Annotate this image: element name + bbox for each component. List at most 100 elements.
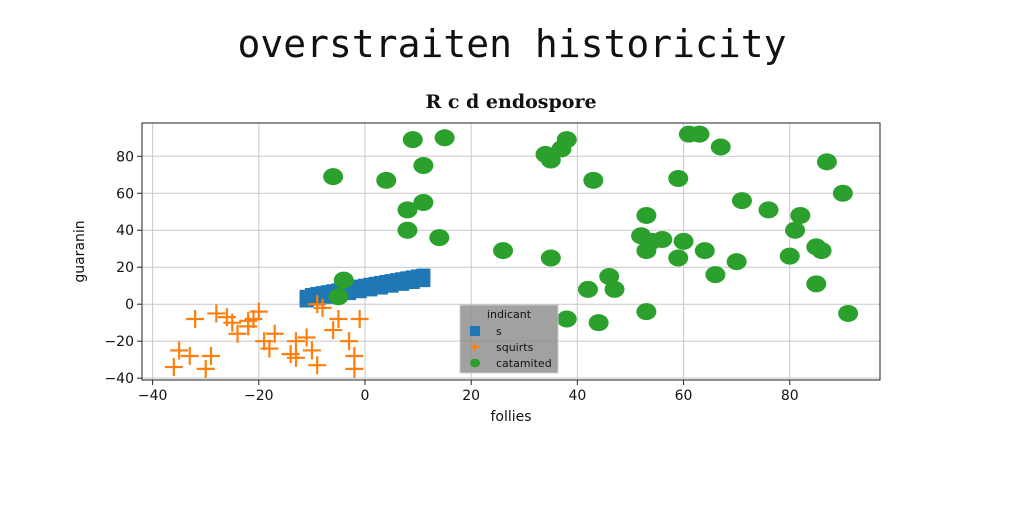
series-squirts-point <box>324 321 343 340</box>
series-squirts-point <box>186 309 205 328</box>
series-catamited-point <box>328 288 349 306</box>
series-catamited-point <box>785 221 806 239</box>
series-catamited-point <box>556 310 577 328</box>
series-catamited-point <box>577 280 598 298</box>
series-s-point <box>395 276 410 291</box>
series-squirts-point <box>170 341 189 360</box>
series-squirts-point <box>207 304 226 323</box>
series-catamited-point <box>376 171 397 189</box>
series-s-point <box>363 282 378 297</box>
series-catamited-point <box>668 249 689 267</box>
series-catamited-point <box>806 275 827 293</box>
series-squirts-point <box>345 359 364 378</box>
y-axis-label: guaranin <box>72 220 88 282</box>
series-squirts-point <box>223 313 242 332</box>
series-squirts-point <box>313 298 332 317</box>
series-squirts-point <box>286 348 305 367</box>
series-s-point <box>470 326 480 336</box>
series-catamited-point <box>397 221 418 239</box>
series-catamited-point <box>689 125 710 143</box>
series-s-point <box>405 275 420 290</box>
series-squirts-point <box>302 341 321 360</box>
y-tick-label: 40 <box>116 223 134 239</box>
series-s-point <box>384 278 399 293</box>
x-tick-label: 20 <box>462 388 480 404</box>
x-axis-label: follies <box>490 409 531 425</box>
legend-title: indicant <box>487 308 532 321</box>
x-tick-label: 0 <box>361 388 370 404</box>
legend-entry-label: squirts <box>496 341 534 354</box>
series-squirts-point <box>260 339 279 358</box>
x-tick-label: −40 <box>138 388 168 404</box>
y-tick-label: 0 <box>125 297 134 313</box>
x-tick-label: 80 <box>781 388 799 404</box>
series-catamited-point <box>470 358 480 368</box>
series-squirts-point <box>196 359 215 378</box>
series-catamited-point <box>838 304 859 322</box>
series-catamited-point <box>599 267 620 285</box>
plot-area <box>164 125 859 378</box>
series-catamited-point <box>668 169 689 187</box>
series-catamited-point <box>652 230 673 248</box>
chart-title: R c d endospore <box>425 91 596 113</box>
series-catamited-point <box>434 129 455 147</box>
series-squirts-point <box>297 328 316 347</box>
page-title: overstraiten historicity <box>237 22 787 66</box>
series-catamited-point <box>429 229 450 247</box>
series-s-point <box>373 280 388 295</box>
series-squirts-point <box>329 309 348 328</box>
series-catamited-point <box>333 271 354 289</box>
series-catamited-point <box>758 201 779 219</box>
series-catamited-point <box>397 201 418 219</box>
y-tick-label: 80 <box>116 149 134 165</box>
series-squirts-point <box>164 358 183 377</box>
series-catamited-point <box>413 194 434 212</box>
series-squirts-point <box>228 324 247 343</box>
series-catamited-point <box>588 314 609 332</box>
series-catamited-point <box>413 157 434 175</box>
legend-entry-label: catamited <box>496 357 552 370</box>
series-catamited-point <box>726 253 747 271</box>
y-tick-label: −20 <box>104 334 134 350</box>
series-catamited-point <box>790 206 811 224</box>
series-catamited-point <box>636 206 657 224</box>
series-catamited-point <box>694 242 715 260</box>
series-s-point <box>352 284 367 299</box>
series-squirts-point <box>308 356 327 375</box>
series-catamited-point <box>636 303 657 321</box>
series-catamited-point <box>816 153 837 171</box>
series-catamited-point <box>540 249 561 267</box>
series-catamited-point <box>583 171 604 189</box>
x-tick-label: 60 <box>675 388 693 404</box>
series-catamited-point <box>402 131 423 149</box>
legend: indicant s squirts catamited <box>459 304 559 374</box>
series-catamited-point <box>673 232 694 250</box>
y-tick-label: 20 <box>116 260 134 276</box>
series-squirts-point <box>286 332 305 351</box>
y-tick-label: 60 <box>116 186 134 202</box>
series-squirts-point <box>202 346 221 365</box>
series-squirts-point <box>265 324 284 343</box>
axis-ticks: −40 −20 0 20 40 60 80 −40 −20 0 20 40 60 80 <box>104 149 798 404</box>
series-squirts-point <box>350 309 369 328</box>
series-s-point <box>416 273 431 288</box>
series-catamited-point <box>710 138 731 156</box>
series-catamited-point <box>705 266 726 284</box>
series-catamited-point <box>731 192 752 210</box>
x-tick-label: 40 <box>568 388 586 404</box>
plot-frame <box>141 122 881 381</box>
series-catamited-point <box>493 242 514 260</box>
series-squirts-point <box>340 332 359 351</box>
series-catamited-point <box>323 168 344 186</box>
series-catamited-point <box>604 280 625 298</box>
series-catamited-point <box>832 184 853 202</box>
series-catamited-point <box>811 242 832 260</box>
series-squirts-point <box>249 302 268 321</box>
y-tick-label: −40 <box>104 371 134 387</box>
x-tick-label: −20 <box>244 388 274 404</box>
series-catamited-point <box>779 247 800 265</box>
series-squirts-point <box>471 343 479 351</box>
legend-entry-label: s <box>496 325 502 338</box>
series-squirts-point <box>180 346 199 365</box>
